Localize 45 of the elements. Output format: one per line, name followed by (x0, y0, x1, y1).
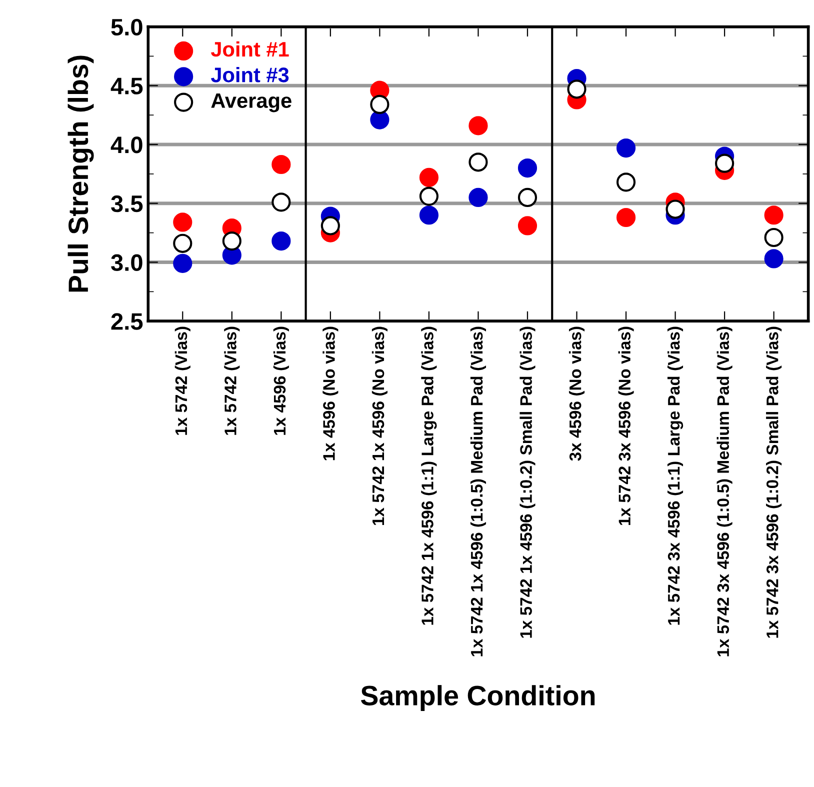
point (272, 231, 291, 251)
y-tick-label: 4.5 (110, 78, 143, 94)
point (518, 158, 538, 178)
legend-label: Joint #1 (210, 41, 289, 57)
point (272, 192, 291, 212)
point (222, 231, 242, 251)
x-tick-label: 1x 5742 3x 4596 (1:0.2) Small Pad (Vias) (766, 326, 782, 638)
x-tick-label: 1x 5742 (Vias) (174, 326, 190, 435)
x-tick-label: 1x 5742 1x 4596 (1:0.2) Small Pad (Vias) (520, 326, 536, 638)
x-tick-label: 1x 4596 (No vias) (322, 326, 338, 460)
y-tick-label: 3.0 (111, 254, 142, 272)
point (419, 206, 439, 225)
x-tick-label: 1x 5742 3x 4596 (1:1) Large Pad (Vias) (667, 326, 684, 625)
point (567, 80, 586, 99)
x-tick-label: 1x 5742 1x 4596 (No vias) (372, 326, 388, 526)
point (518, 216, 538, 236)
x-tick-label: 1x 5742 (Vias) (224, 326, 240, 435)
x-tick-label: 3x 4596 (No vias) (568, 326, 585, 461)
point (715, 154, 734, 173)
x-axis-title: Sample Condition (360, 685, 595, 711)
y-tick-label: 3.5 (111, 195, 143, 212)
point (272, 154, 291, 174)
y-tick-label: 4.0 (110, 136, 142, 154)
x-tick-label: 1x 5742 1x 4596 (1:0.5) Medium Pad (Vias) (470, 326, 486, 656)
point (320, 216, 340, 236)
x-tick-label: 1x 4596 (Vias) (273, 326, 289, 435)
x-tick-label: 1x 5742 1x 4596 (1:1) Large Pad (Vias) (421, 326, 437, 625)
legend-label: Joint #3 (210, 67, 289, 82)
x-tick-label: 1x 5742 3x 4596 (No vias) (618, 326, 634, 526)
point (468, 188, 488, 208)
point (419, 168, 439, 188)
point (666, 200, 685, 219)
point (616, 208, 636, 228)
legend-label: Average (211, 93, 292, 112)
point (616, 138, 636, 158)
point (173, 254, 192, 273)
point (764, 249, 784, 268)
y-tick-label: 2.5 (111, 313, 143, 330)
point (370, 110, 390, 130)
point (468, 116, 488, 136)
point (764, 206, 784, 225)
y-axis-title: Pull Strength (lbs) (68, 56, 94, 292)
y-tick-label: 5.0 (111, 18, 142, 36)
point (173, 212, 192, 232)
x-tick-label: 1x 5742 3x 4596 (1:0.5) Medium Pad (Vias) (716, 326, 732, 656)
